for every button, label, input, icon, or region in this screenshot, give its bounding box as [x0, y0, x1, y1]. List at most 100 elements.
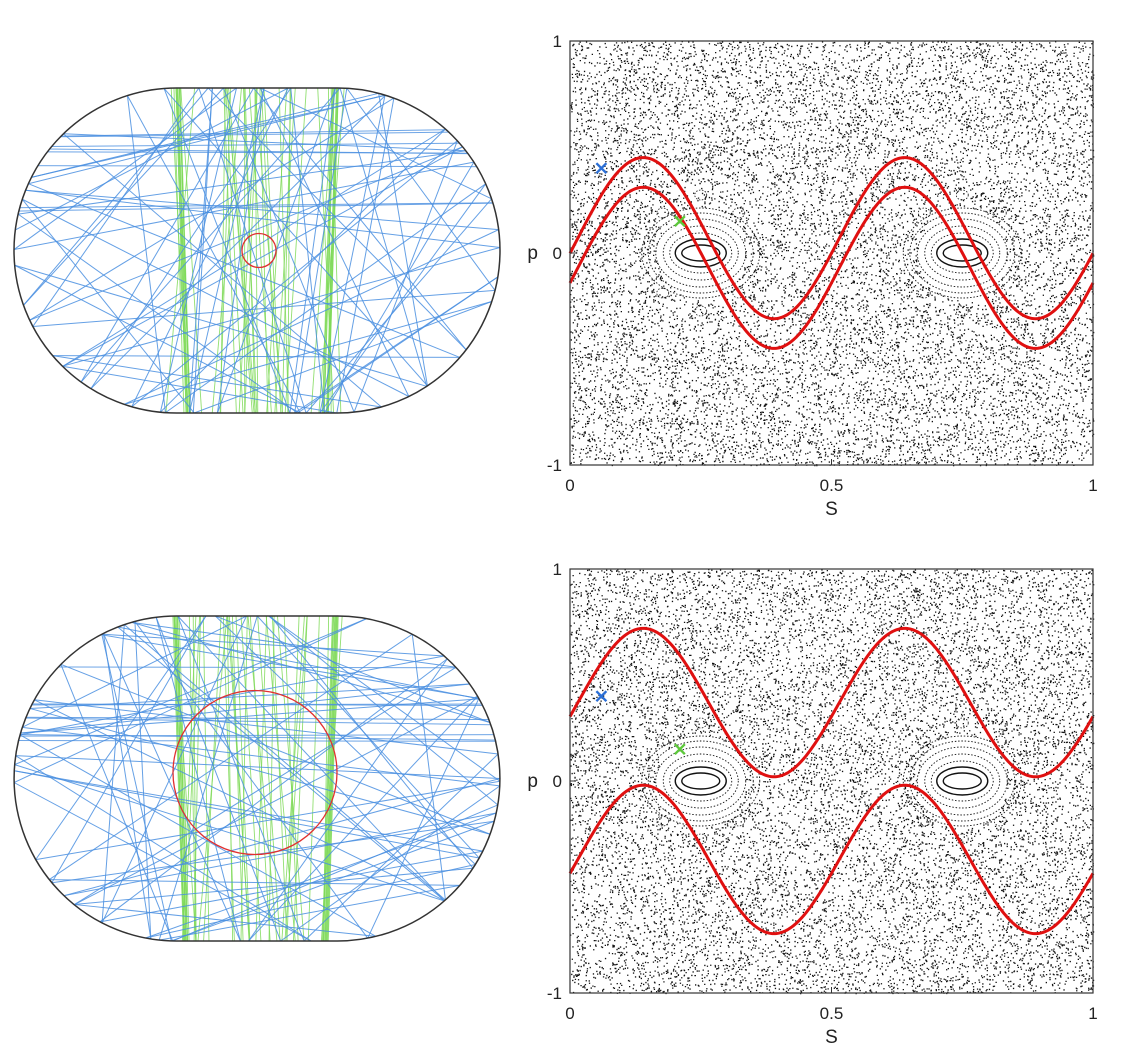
orbit-segment	[14, 717, 500, 726]
chaotic-sea-points	[570, 569, 1095, 995]
billiard-bottom	[13, 615, 501, 942]
orbit-segment	[346, 88, 496, 291]
ytick-label-mid: 0	[553, 244, 562, 263]
orbit-segment	[259, 88, 269, 413]
orbit-segment	[248, 658, 448, 941]
orbit-segment	[323, 616, 335, 941]
billiard-top	[13, 87, 501, 414]
satellite-island	[993, 287, 1007, 299]
satellite-island	[993, 207, 1007, 219]
orbit-segment	[14, 770, 480, 859]
orbit-segment	[303, 753, 499, 941]
orbit-segment	[188, 88, 265, 413]
orbit-segment	[173, 616, 185, 941]
orbit-segment	[25, 189, 501, 249]
perturbation-circle	[172, 689, 338, 856]
orbit-segment	[73, 867, 474, 905]
orbit-segment	[62, 247, 501, 367]
orbit-segment	[339, 88, 428, 387]
orbit-segment	[22, 616, 247, 728]
orbit-segment	[222, 616, 235, 941]
chaotic-orbit	[14, 616, 500, 941]
x-axis-label: S	[825, 499, 838, 520]
island-contour	[681, 772, 721, 790]
orbit-segment	[160, 128, 446, 413]
island-contour	[662, 753, 739, 809]
orbit-segment	[14, 770, 483, 852]
orbit-segment	[289, 88, 336, 413]
initial-condition-markers	[595, 690, 686, 756]
orbit-segment	[21, 198, 195, 413]
ytick-label-top: 1	[553, 560, 562, 579]
orbit-segment	[248, 88, 272, 413]
satellite-island	[694, 717, 708, 729]
orbit-segment	[32, 289, 496, 327]
orbit-segment	[177, 616, 445, 902]
ytick-label-bottom: -1	[547, 984, 562, 1003]
orbit-segment	[19, 734, 377, 937]
orbit-segment	[193, 301, 492, 413]
orbit-segment	[178, 616, 190, 941]
orbit-segment	[145, 864, 476, 939]
xtick-label-half: 0.5	[820, 476, 844, 495]
orbit-segment	[254, 88, 283, 413]
invariant-curve	[568, 185, 1095, 350]
orbit-segment	[25, 189, 499, 231]
invariant-curve	[568, 156, 1095, 321]
orbit-segment	[124, 229, 499, 405]
satellite-island	[656, 735, 670, 747]
orbit-segment	[145, 812, 497, 939]
orbit-segment	[32, 88, 200, 327]
island-contour	[902, 207, 1022, 299]
orbit-segment	[100, 634, 479, 699]
satellite-island	[656, 815, 670, 827]
y-axis-label: p	[527, 243, 538, 264]
island-chains	[641, 717, 1022, 845]
orbit-segment	[15, 88, 289, 231]
orbit-segment	[35, 616, 207, 860]
orbit-segment	[294, 276, 499, 413]
orbit-segment	[155, 617, 241, 941]
orbit-segment	[48, 633, 413, 881]
orbit-segment	[99, 658, 448, 923]
orbit-segment	[326, 88, 338, 413]
island-contour	[669, 760, 733, 802]
satellite-island	[732, 207, 746, 219]
orbit-segment	[14, 764, 445, 902]
orbit-segment	[14, 202, 501, 212]
satellite-island	[917, 735, 931, 747]
orbit-segment	[268, 616, 499, 806]
orbit-segment	[134, 621, 152, 939]
island-chains	[641, 189, 1022, 317]
satellite-island	[917, 815, 931, 827]
orbit-segment	[172, 804, 499, 941]
y-axis-label: p	[527, 771, 538, 792]
orbit-segment	[20, 683, 470, 734]
island-contour	[655, 746, 747, 816]
orbit-segment	[170, 88, 189, 413]
orbit-segment	[305, 198, 492, 413]
island-contour	[942, 772, 982, 790]
orbit-segment	[411, 634, 446, 901]
orbit-segment	[51, 616, 207, 883]
satellite-island	[656, 207, 670, 219]
orbit-segment	[247, 616, 278, 941]
orbit-segment	[34, 699, 499, 755]
orbit-segment	[183, 616, 201, 941]
invariant-curves	[568, 156, 1095, 350]
orbit-segment	[158, 616, 258, 941]
orbit-segment	[216, 88, 265, 413]
ytick-label-bottom: -1	[547, 456, 562, 475]
ytick-label-mid: 0	[553, 772, 562, 791]
orbit-segment	[203, 616, 222, 941]
blue-marker	[595, 690, 608, 703]
orbit-segment	[327, 88, 339, 413]
orbit-segment	[228, 616, 250, 941]
xtick-label-1: 1	[1088, 476, 1097, 495]
orbit-segment	[73, 666, 457, 906]
orbit-segment	[307, 616, 320, 941]
island-contour	[936, 766, 989, 796]
satellite-island	[993, 735, 1007, 747]
orbit-segment	[131, 140, 458, 408]
